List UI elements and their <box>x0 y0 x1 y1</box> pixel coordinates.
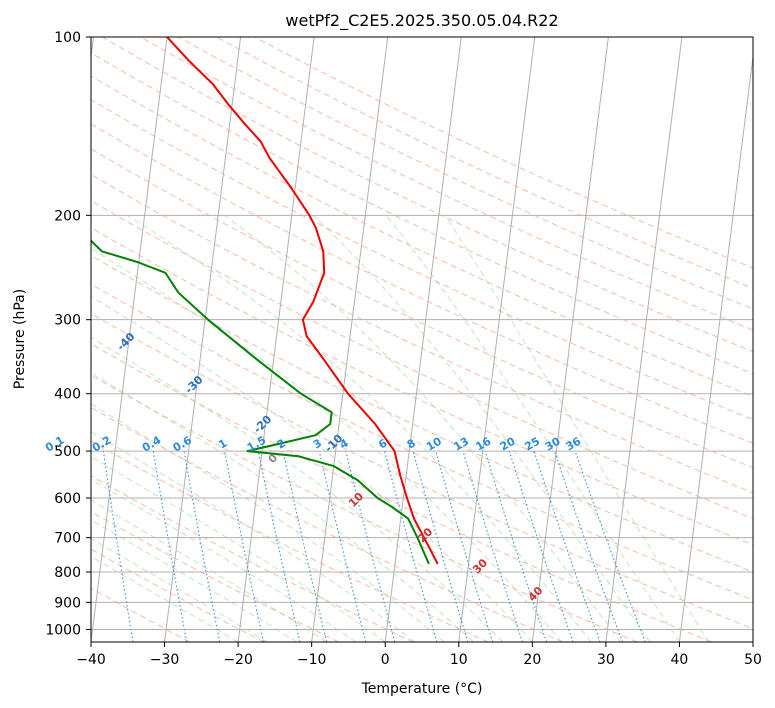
y-axis-label: Pressure (hPa) <box>12 289 28 389</box>
mixing-ratio-line <box>102 451 134 642</box>
mixing-ratio-line <box>257 450 301 642</box>
y-tick-label: 700 <box>54 531 81 547</box>
isotherm-gridline <box>91 37 168 642</box>
x-tick-label: 40 <box>671 652 689 668</box>
moist-adiabat <box>91 403 445 642</box>
x-tick-label: −10 <box>297 652 327 668</box>
dry-adiabat <box>91 548 265 642</box>
y-tick-label: 100 <box>54 30 81 46</box>
dry-adiabat <box>91 312 753 630</box>
dry-adiabat <box>91 511 340 642</box>
moist-adiabat <box>312 214 651 642</box>
isotherm-gridline <box>237 37 315 642</box>
x-tick-label: 0 <box>381 652 390 668</box>
temperature-profile-line <box>166 37 439 565</box>
y-tick-label: 200 <box>54 208 81 224</box>
y-tick-label: 800 <box>54 565 81 581</box>
dry-adiabat <box>91 123 753 444</box>
x-tick-label: 20 <box>523 652 541 668</box>
mixing-ratio-line <box>345 450 396 642</box>
dry-adiabat <box>91 173 753 494</box>
x-tick-label: −40 <box>76 652 106 668</box>
dry-adiabat <box>102 37 753 353</box>
moist-adiabat <box>91 455 386 642</box>
moist-adiabat <box>91 431 415 642</box>
dry-adiabat <box>91 99 753 421</box>
y-tick-label: 300 <box>54 313 81 329</box>
y-tick-label: 600 <box>54 491 81 507</box>
isotherm-gridline <box>531 37 609 642</box>
moist-adiabat <box>91 295 533 642</box>
isotherm-gridline <box>164 37 242 642</box>
y-tick-label: 900 <box>54 595 81 611</box>
dry-adiabat <box>178 37 753 310</box>
moist-adiabat <box>91 478 357 642</box>
moist-adiabat <box>385 215 680 642</box>
mixing-ratio-line <box>508 450 574 642</box>
dry-adiabat <box>91 52 753 375</box>
isotherm-gridline <box>605 37 683 642</box>
mixing-ratio-line <box>574 450 646 642</box>
mixing-ratio-line <box>484 450 548 642</box>
moist-adiabat <box>91 372 474 642</box>
isotherm-gridline <box>384 37 462 642</box>
mixing-ratio-line <box>224 450 265 642</box>
dry-adiabat <box>91 200 753 519</box>
mixing-ratio-line <box>318 450 367 642</box>
mixing-ratio-line <box>412 450 469 642</box>
y-tick-label: 500 <box>54 444 81 460</box>
mixing-ratio-line <box>384 450 438 642</box>
dry-adiabat <box>91 407 563 642</box>
x-tick-label: 30 <box>597 652 615 668</box>
y-tick-label: 1000 <box>45 622 81 638</box>
y-axis: 100 200 300 400 500 600 700 800 900 1000 <box>45 30 91 638</box>
y-tick-label: 400 <box>54 387 81 403</box>
mixing-ratio-line <box>282 450 328 642</box>
mixing-ratio-line <box>533 450 601 642</box>
mixing-ratio-line <box>553 450 624 642</box>
dry-adiabat <box>91 227 753 546</box>
x-tick-label: 10 <box>450 652 468 668</box>
moist-adiabat <box>444 215 710 642</box>
moist-adiabat <box>91 555 239 642</box>
x-tick-label: 50 <box>744 652 762 668</box>
moist-adiabat <box>224 214 622 642</box>
x-axis: −40 −30 −20 −10 0 10 20 30 40 50 <box>76 642 762 668</box>
dry-adiabat <box>91 254 753 573</box>
dry-adiabat <box>216 37 753 289</box>
moist-adiabat <box>91 519 298 642</box>
isotherm-gridline <box>678 52 753 642</box>
dewpoint-profile-line <box>91 227 430 565</box>
chart-title: wetPf2_C2E5.2025.350.05.04.R22 <box>285 11 558 31</box>
dry-adiabat <box>91 440 489 642</box>
x-axis-label: Temperature (°C) <box>361 681 483 697</box>
mixing-ratio-line <box>435 450 494 642</box>
moist-adiabat <box>91 247 563 642</box>
moist-adiabat <box>91 336 504 642</box>
x-tick-label: −20 <box>223 652 253 668</box>
x-tick-label: −30 <box>150 652 180 668</box>
dry-adiabat <box>91 374 638 642</box>
plot-frame <box>90 36 754 643</box>
mixing-ratio-line <box>462 450 523 642</box>
dry-adiabat <box>91 343 712 642</box>
moist-adiabat <box>91 537 268 642</box>
